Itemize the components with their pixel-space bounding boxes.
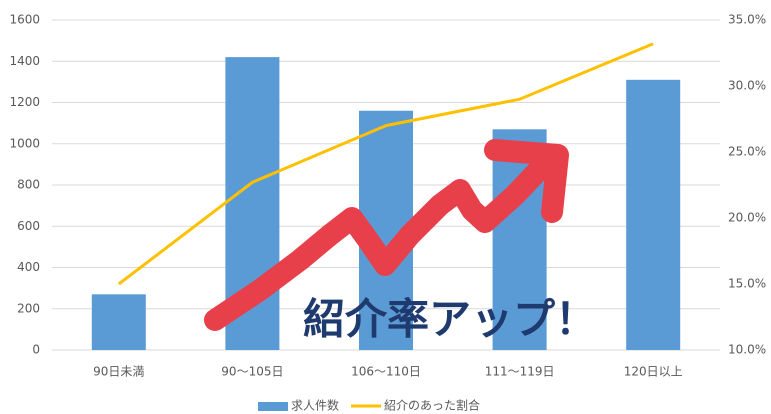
y-tick-label: 1000 — [9, 136, 40, 150]
y-tick-label: 800 — [17, 178, 40, 192]
y2-tick-label: 15.0% — [728, 277, 766, 291]
y2-tick-label: 25.0% — [728, 145, 766, 159]
bar — [626, 80, 680, 350]
annotation: 紹介率アップ！ — [303, 295, 597, 344]
bar — [92, 294, 146, 350]
y2-tick-label: 20.0% — [728, 211, 766, 225]
y-tick-label: 1200 — [9, 95, 40, 109]
legend-label: 紹介のあった割合 — [384, 398, 480, 413]
y-tick-label: 400 — [17, 260, 40, 274]
x-tick-label: 111〜119日 — [485, 365, 555, 379]
page: 0 200 400 600 800 1000 1200 1400 1600 10.0% 15.0% 2… — [0, 0, 771, 414]
x-tick-label: 106〜110日 — [351, 365, 421, 379]
y-tick-label: 1600 — [9, 13, 40, 27]
legend-swatch — [258, 402, 288, 411]
y2-tick-label: 10.0% — [728, 343, 766, 357]
y-tick-label: 0 — [32, 343, 40, 357]
chart: 0 200 400 600 800 1000 1200 1400 1600 10.0% 15.0% 2… — [0, 0, 771, 414]
x-tick-label: 90〜105日 — [221, 365, 283, 379]
x-tick-label: 90日未満 — [93, 365, 144, 379]
y2-tick-label: 30.0% — [728, 79, 766, 93]
y-tick-label: 200 — [17, 301, 40, 315]
y2-tick-label: 35.0% — [728, 13, 766, 27]
plot: 0 200 400 600 800 1000 1200 1400 1600 10.0% 15.0% 2… — [9, 13, 766, 413]
y-tick-label: 1400 — [9, 54, 40, 68]
y-tick-label: 600 — [17, 219, 40, 233]
legend-label: 求人件数 — [291, 398, 339, 413]
x-tick-label: 120日以上 — [624, 365, 683, 379]
